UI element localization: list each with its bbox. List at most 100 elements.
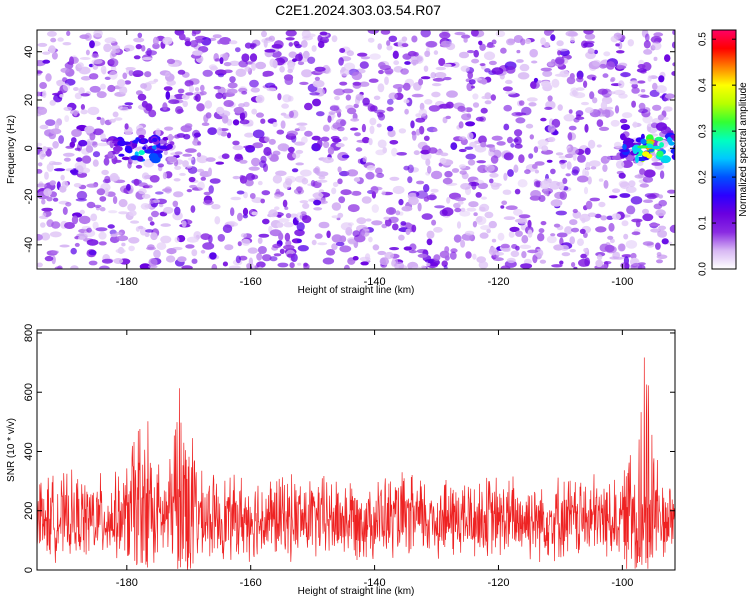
heatmap-cell (612, 188, 621, 193)
heatmap-cell (52, 141, 59, 149)
heatmap-cell (511, 244, 518, 249)
heatmap-cell (585, 161, 591, 171)
heatmap-cell (295, 162, 305, 166)
heatmap-cell (327, 115, 332, 123)
heatmap-cell (484, 68, 491, 73)
heatmap-cell (468, 201, 479, 208)
heatmap-cell (141, 193, 151, 199)
heatmap-cell (584, 123, 589, 133)
heatmap-cell (149, 175, 160, 183)
heatmap-cell (124, 80, 132, 85)
heatmap-cell (476, 160, 487, 164)
heatmap-cell (477, 182, 489, 189)
heatmap-cell (497, 232, 505, 241)
heatmap-cell (205, 112, 212, 119)
heatmap-cell (346, 50, 354, 57)
heatmap-cell (174, 165, 182, 170)
heatmap-cell (69, 56, 74, 66)
heatmap-cell (96, 116, 102, 120)
heatmap-cell (217, 73, 225, 78)
x-tick-label: -140 (364, 577, 386, 589)
heatmap-cell (543, 30, 553, 36)
heatmap-cell (583, 248, 588, 253)
spectrogram-panel: -180 -160 -140 -120 -100 -40 -20 0 20 40 Height of… (6, 29, 676, 296)
heatmap-cell (510, 250, 520, 258)
heatmap-cell (503, 216, 516, 221)
heatmap-cell (272, 174, 283, 184)
heatmap-cell (127, 105, 132, 110)
heatmap-cell (467, 50, 475, 54)
heatmap-cell (186, 236, 199, 243)
heatmap-cell (505, 205, 518, 210)
heatmap-cell (280, 120, 286, 129)
heatmap-cell (252, 142, 264, 149)
heatmap-cell (440, 152, 449, 157)
heatmap-cell (426, 238, 433, 246)
heatmap-cell (484, 92, 492, 100)
heatmap-cell (62, 77, 68, 83)
heatmap-cell (244, 42, 252, 49)
heatmap-cell (468, 79, 476, 85)
heatmap-cell (525, 123, 534, 129)
heatmap-cell (297, 245, 309, 252)
heatmap-cell (377, 43, 383, 50)
heatmap-cell (607, 235, 614, 240)
heatmap-cell (404, 61, 411, 65)
heatmap-cell (269, 154, 279, 162)
heatmap-cell (652, 82, 658, 90)
heatmap-hotspot-cell (138, 150, 145, 156)
heatmap-cell (362, 136, 370, 144)
heatmap-cell (606, 215, 614, 220)
heatmap-hotspot-cell (622, 144, 627, 150)
heatmap-cell (174, 206, 181, 216)
heatmap-cell (234, 154, 244, 162)
heatmap-cell (451, 168, 460, 173)
heatmap-cell (300, 40, 308, 48)
heatmap-cell (86, 201, 96, 209)
heatmap-cell (304, 102, 313, 111)
heatmap-cell (49, 231, 62, 238)
colorbar-tick-label: 0.4 (698, 78, 709, 92)
heatmap-cell (491, 67, 504, 75)
heatmap-cell (540, 37, 546, 46)
heatmap-cell (410, 59, 419, 65)
heatmap-cell (420, 30, 431, 38)
heatmap-cell (247, 247, 258, 254)
heatmap-cell (37, 162, 43, 167)
heatmap-cell (93, 30, 103, 38)
heatmap-cell (166, 58, 176, 65)
heatmap-cell (454, 197, 467, 202)
heatmap-cell (538, 195, 546, 202)
heatmap-cell (513, 164, 519, 173)
heatmap-cell (145, 229, 154, 233)
heatmap-cell (495, 30, 506, 37)
heatmap-cell (630, 252, 637, 260)
heatmap-cell (562, 177, 568, 184)
heatmap-cell (478, 40, 483, 46)
heatmap-cell (262, 254, 272, 262)
heatmap-cell (547, 61, 555, 67)
heatmap-cell (104, 37, 117, 44)
heatmap-cell (621, 254, 633, 258)
heatmap-cell (173, 191, 184, 198)
heatmap-cell (655, 209, 666, 217)
y-tick-label: 0 (23, 567, 35, 573)
heatmap-cell (204, 100, 213, 109)
heatmap-cell (256, 112, 264, 118)
heatmap-cell (163, 86, 173, 91)
y-tick-label: 20 (23, 94, 35, 106)
heatmap-cell (615, 43, 620, 47)
heatmap-cell (312, 167, 320, 174)
heatmap-cell (84, 125, 95, 134)
heatmap-cell (37, 70, 43, 74)
heatmap-cell (559, 191, 567, 200)
heatmap-cell (484, 100, 492, 105)
heatmap-cell (516, 49, 521, 54)
heatmap-cell (621, 160, 633, 169)
y-tick-label: 0 (23, 145, 35, 151)
heatmap-cell (174, 134, 181, 139)
heatmap-cell (285, 213, 292, 219)
heatmap-cell (559, 182, 565, 190)
heatmap-cell (503, 123, 510, 131)
heatmap-cell (328, 111, 336, 115)
